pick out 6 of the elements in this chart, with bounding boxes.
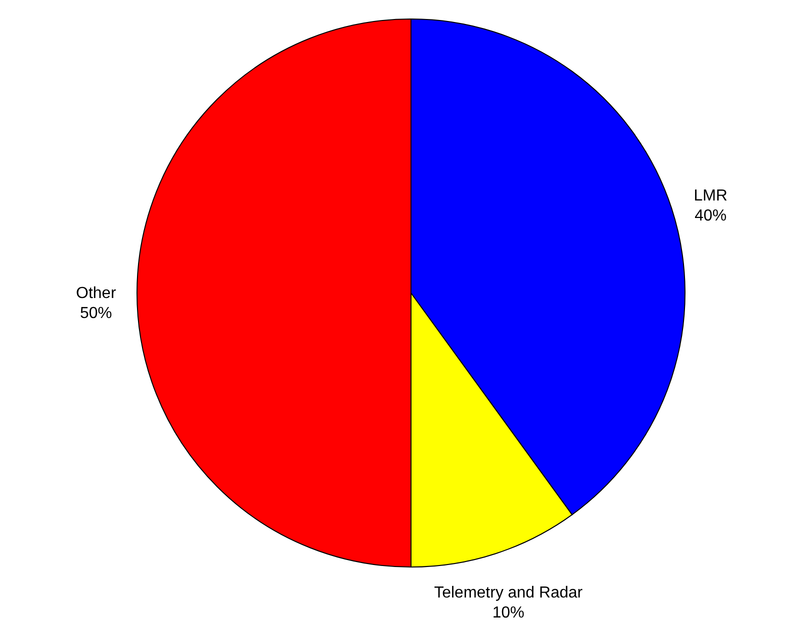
data-label: 40%: [694, 208, 727, 225]
slice-label: Other: [76, 285, 117, 302]
slice-label: LMR: [694, 188, 728, 205]
data-label: 10%: [492, 604, 524, 622]
slice-label: Telemetry and Radar: [434, 584, 584, 602]
data-label: 50%: [80, 305, 112, 322]
